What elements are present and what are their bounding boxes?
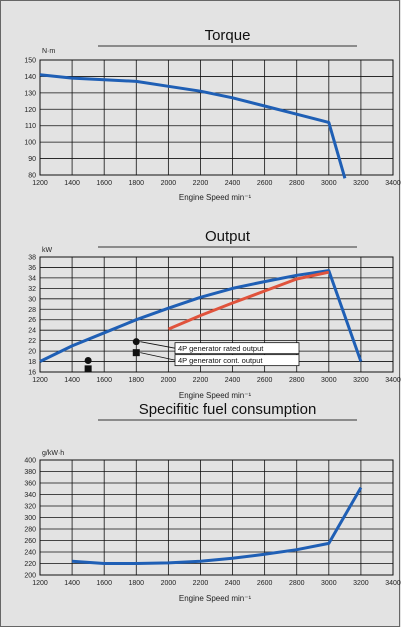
y-axis-unit: kW	[42, 247, 53, 254]
circle-marker	[132, 338, 140, 346]
y-tick-label: 100	[24, 140, 36, 147]
x-tick-label: 2400	[225, 180, 241, 187]
x-tick-label: 2600	[257, 580, 273, 587]
y-tick-label: 320	[24, 504, 36, 511]
y-tick-label: 26	[28, 317, 36, 324]
y-tick-label: 36	[28, 265, 36, 272]
x-tick-label: 1400	[64, 180, 80, 187]
y-tick-label: 28	[28, 307, 36, 314]
chart-title: Torque	[205, 27, 251, 44]
x-tick-label: 1600	[96, 180, 112, 187]
y-tick-label: 30	[28, 296, 36, 303]
x-tick-label: 2000	[161, 580, 177, 587]
x-tick-label: 3000	[321, 377, 337, 384]
x-tick-label: 2800	[289, 377, 305, 384]
y-tick-label: 200	[24, 573, 36, 580]
x-tick-label: 2000	[161, 180, 177, 187]
annotation-box	[174, 342, 300, 355]
y-tick-label: 90	[28, 156, 36, 163]
x-tick-label: 2600	[257, 377, 273, 384]
series-line-2	[167, 270, 330, 331]
chart-1: Torque N·m 1200 1400 1600 1800 2000 2200 2400 260…	[24, 27, 401, 202]
square-marker	[132, 349, 140, 357]
x-tick-label: 1600	[96, 580, 112, 587]
y-tick-label: 22	[28, 338, 36, 345]
chart-title: Output	[205, 228, 251, 245]
y-tick-label: 120	[24, 107, 36, 114]
y-tick-label: 80	[28, 173, 36, 180]
y-tick-label: 150	[24, 58, 36, 65]
annotation-label: 4P generator cont. output	[178, 356, 263, 365]
x-axis-label: Engine Speed min⁻¹	[179, 594, 252, 603]
x-tick-label: 2200	[193, 580, 209, 587]
y-axis-unit: g/kW·h	[42, 450, 64, 457]
x-axis-label: Engine Speed min⁻¹	[179, 391, 252, 400]
x-tick-label: 2400	[225, 377, 241, 384]
y-tick-label: 240	[24, 550, 36, 557]
y-tick-label: 18	[28, 359, 36, 366]
annotation-leader	[140, 341, 176, 349]
y-tick-label: 130	[24, 90, 36, 97]
y-tick-label: 38	[28, 255, 36, 262]
circle-marker	[84, 357, 92, 364]
x-tick-label: 1800	[128, 180, 144, 187]
x-tick-label: 1600	[96, 377, 112, 384]
y-tick-label: 32	[28, 286, 36, 293]
x-tick-label: 1800	[128, 580, 144, 587]
x-tick-label: 2200	[193, 180, 209, 187]
y-tick-label: 20	[28, 349, 36, 356]
y-tick-label: 16	[28, 370, 36, 377]
x-tick-label: 2800	[289, 180, 305, 187]
annotation-leader	[140, 352, 176, 361]
series-line-1	[71, 486, 363, 565]
square-marker	[84, 365, 92, 373]
y-axis-unit: N·m	[42, 48, 55, 55]
x-tick-label: 2800	[289, 580, 305, 587]
x-tick-label: 1200	[32, 377, 48, 384]
x-tick-label: 1400	[64, 377, 80, 384]
y-tick-label: 34	[28, 275, 36, 282]
y-tick-label: 24	[28, 328, 36, 335]
chart-3: Specifitic fuel consumption g/kW·h 1200 140…	[24, 401, 401, 603]
x-tick-label: 1800	[128, 377, 144, 384]
x-tick-label: 2400	[225, 580, 241, 587]
x-tick-label: 1400	[64, 580, 80, 587]
y-tick-label: 380	[24, 469, 36, 476]
y-tick-label: 280	[24, 527, 36, 534]
y-tick-label: 300	[24, 515, 36, 522]
series-line-1	[39, 73, 347, 179]
y-tick-label: 400	[24, 458, 36, 465]
x-tick-label: 3000	[321, 180, 337, 187]
y-tick-label: 220	[24, 561, 36, 568]
series-line-1	[39, 269, 363, 363]
x-axis-label: Engine Speed min⁻¹	[179, 193, 252, 202]
x-tick-label: 2200	[193, 377, 209, 384]
x-tick-label: 3400	[385, 377, 401, 384]
x-tick-label: 2600	[257, 180, 273, 187]
y-tick-label: 360	[24, 481, 36, 488]
annotation-label: 4P generator rated output	[178, 344, 264, 353]
x-tick-label: 3000	[321, 580, 337, 587]
x-tick-label: 2000	[161, 377, 177, 384]
chart-title: Specifitic fuel consumption	[139, 401, 317, 418]
y-tick-label: 260	[24, 538, 36, 545]
x-tick-label: 1200	[32, 580, 48, 587]
x-tick-label: 1200	[32, 180, 48, 187]
chart-2: Output kW 1200 1400 1600 1800 2000 2200 2400 2600…	[28, 228, 401, 400]
y-tick-label: 340	[24, 492, 36, 499]
x-tick-label: 3400	[385, 180, 401, 187]
x-tick-label: 3400	[385, 580, 401, 587]
x-tick-label: 3200	[353, 180, 369, 187]
y-tick-label: 110	[25, 123, 36, 130]
x-tick-label: 3200	[353, 377, 369, 384]
annotation-box	[174, 354, 300, 367]
y-tick-label: 140	[24, 74, 36, 81]
x-tick-label: 3200	[353, 580, 369, 587]
